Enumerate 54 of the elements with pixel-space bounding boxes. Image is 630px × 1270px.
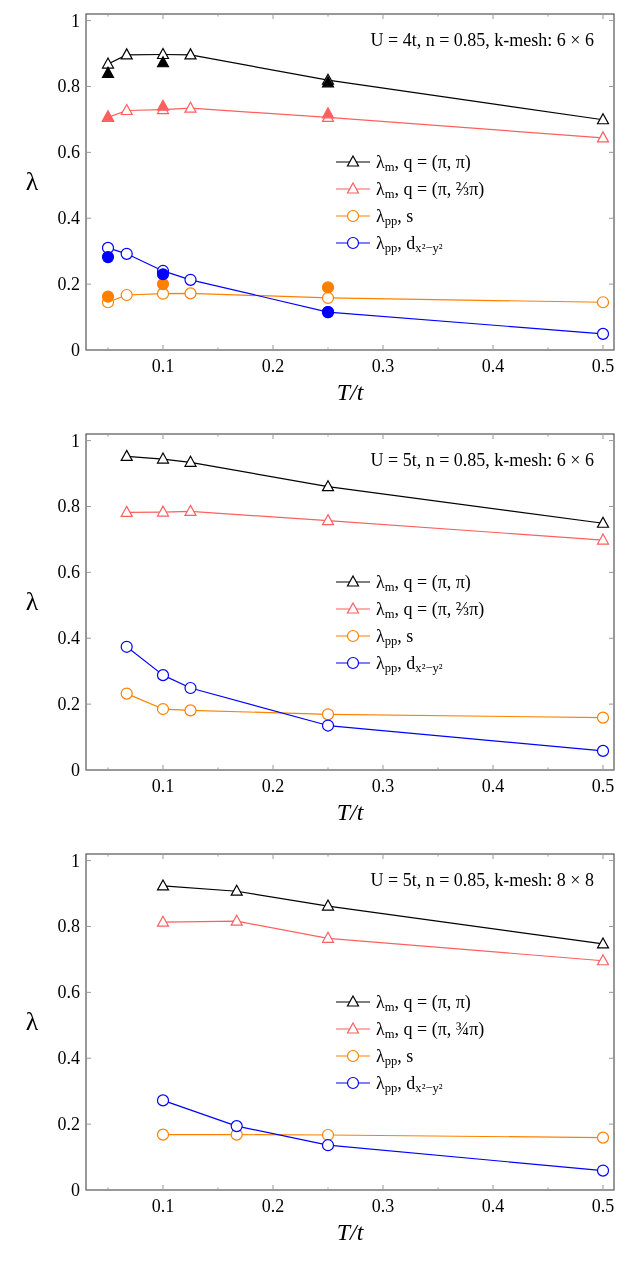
y-tick-label: 0 [71,340,80,360]
annotation: U = 5t, n = 0.85, k-mesh: 6 × 6 [370,450,594,470]
legend-label: λ$_{m}$, q = (π, ⅔π) [376,179,485,202]
y-axis-title: λ [25,167,39,196]
x-tick-label: 0.2 [261,356,285,376]
x-tick-label: 0.4 [481,1196,505,1216]
x-tick-label: 0.3 [371,1196,395,1216]
x-tick-label: 0.2 [261,1196,285,1216]
y-tick-label: 1 [71,850,80,871]
x-tick-label: 0.1 [151,776,175,796]
legend-label: λ$_{m}$, q = (π, π) [376,572,471,595]
x-axis-title: T/t [336,1219,365,1245]
legend-label: λ$_{m}$, q = (π, π) [376,992,471,1015]
y-tick-label: 0.4 [57,628,80,649]
legend-label: λ$_{m}$, q = (π, π) [376,152,471,175]
legend-label: λ$_{pp}$, s [376,206,414,229]
legend-label: λ$_{pp}$, s [376,626,414,649]
y-tick-label: 0.8 [57,916,80,937]
annotation: U = 5t, n = 0.85, k-mesh: 8 × 8 [370,870,594,890]
y-tick-label: 0 [71,760,80,780]
y-axis-title: λ [25,587,39,616]
y-axis-title: λ [25,1007,39,1036]
y-tick-label: 1 [71,430,80,451]
y-tick-label: 0.6 [57,562,80,583]
y-tick-label: 0.8 [57,496,80,517]
legend-label: λ$_{pp}$, s [376,1046,414,1069]
y-tick-label: 0.8 [57,76,80,97]
y-tick-label: 0.4 [57,208,80,229]
x-tick-label: 0.5 [591,356,615,376]
legend-label: λ$_{m}$, q = (π, ¾π) [376,1019,485,1042]
legend-label: λ$_{pp}$, d$_{x²−y²}$ [376,1073,443,1096]
x-tick-label: 0.4 [481,776,505,796]
legend-label: λ$_{pp}$, d$_{x²−y²}$ [376,233,443,256]
y-tick-label: 0.4 [57,1048,80,1069]
legend-label: λ$_{m}$, q = (π, ⅔π) [376,599,485,622]
legend-label: λ$_{pp}$, d$_{x²−y²}$ [376,653,443,676]
y-tick-label: 0.2 [57,274,80,295]
y-tick-label: 0.2 [57,1114,80,1135]
x-tick-label: 0.1 [151,356,175,376]
y-tick-label: 0.6 [57,982,80,1003]
x-tick-label: 0.1 [151,1196,175,1216]
y-tick-label: 0 [71,1180,80,1200]
x-tick-label: 0.3 [371,776,395,796]
y-tick-label: 1 [71,10,80,31]
x-tick-label: 0.3 [371,356,395,376]
x-axis-title: T/t [336,379,365,405]
x-tick-label: 0.5 [591,1196,615,1216]
y-tick-label: 0.2 [57,694,80,715]
x-tick-label: 0.5 [591,776,615,796]
x-tick-label: 0.4 [481,356,505,376]
x-axis-title: T/t [336,799,365,825]
x-tick-label: 0.2 [261,776,285,796]
annotation: U = 4t, n = 0.85, k-mesh: 6 × 6 [370,30,594,50]
y-tick-label: 0.6 [57,142,80,163]
